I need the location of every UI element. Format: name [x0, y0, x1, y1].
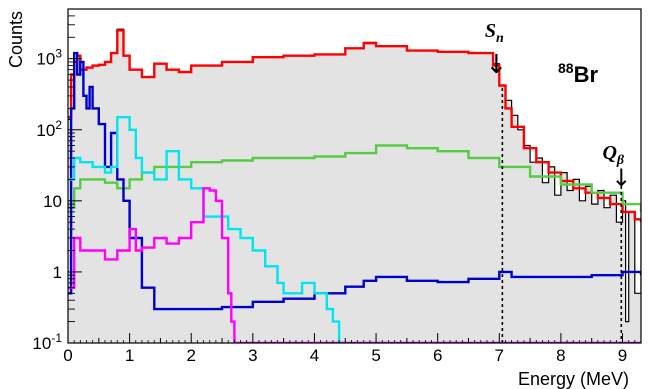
y-tick-label: 1: [53, 263, 62, 282]
series-line-magenta: [68, 187, 641, 343]
qb-label: Qβ: [602, 142, 624, 168]
qb-arrow-icon: ↓: [611, 164, 631, 192]
x-tick-label: 9: [618, 346, 627, 365]
x-tick-label: 0: [63, 346, 72, 365]
y-axis-title: Counts: [6, 11, 26, 68]
series-line-blue: [68, 51, 641, 311]
series-fill-data: [68, 29, 641, 343]
plot-area: [68, 28, 641, 343]
x-tick-label: 8: [556, 346, 565, 365]
y-tick-label: 103: [36, 47, 62, 69]
x-tick-label: 7: [495, 346, 504, 365]
x-tick-label: 3: [248, 346, 257, 365]
axes: 0 1 2 3 4 5 6 7 8 9 10-1 1 10 102 103 Energy (MeV) Count…: [6, 8, 642, 389]
annotations: Sn↓Qβ↓88Br: [485, 20, 631, 192]
y-tick-label: 102: [36, 118, 62, 140]
x-tick-label: 4: [310, 346, 319, 365]
y-tick-label: 10: [43, 192, 62, 211]
y-tick-label: 10-1: [32, 331, 62, 353]
x-tick-label: 5: [371, 346, 380, 365]
sn-arrow-icon: ↓: [485, 50, 507, 80]
x-tick-label: 2: [186, 346, 195, 365]
x-tick-label: 6: [433, 346, 442, 365]
sn-label: Sn: [485, 20, 504, 46]
plot-frame: [67, 8, 642, 344]
isotope-label: 88Br: [558, 60, 598, 87]
series-line-green: [68, 144, 641, 212]
series-line-cyan: [68, 116, 641, 343]
x-tick-label: 1: [125, 346, 134, 365]
x-axis-title: Energy (MeV): [518, 369, 629, 389]
